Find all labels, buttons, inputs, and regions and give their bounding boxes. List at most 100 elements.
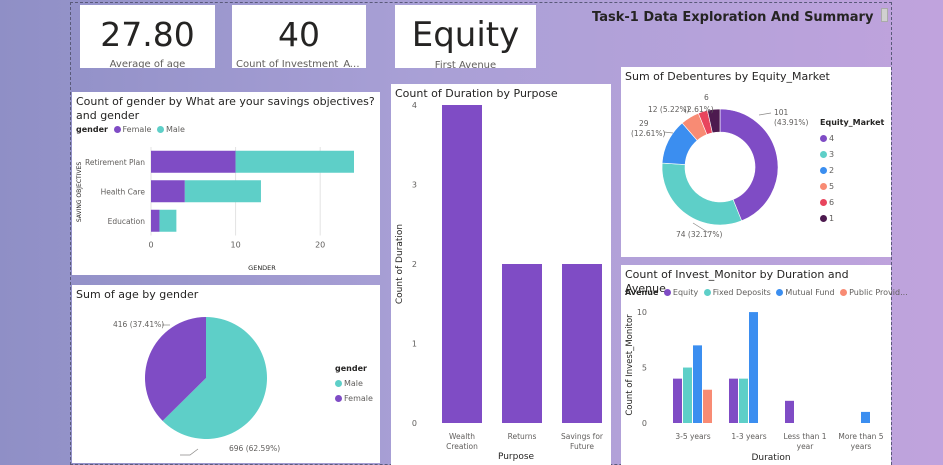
pie-slice-female xyxy=(145,317,206,421)
x-tick-label: Wealth xyxy=(449,432,475,441)
donut-chart: 101(43.91%) 74 (32.17%) 29(12.61%) 12 (5.22… xyxy=(631,93,809,239)
bar-segment-male xyxy=(159,209,177,232)
y-category-label: Retirement Plan xyxy=(85,158,145,167)
legend: Equity_Market 4 3 2 5 6 1 xyxy=(820,115,884,227)
legend-label: 5 xyxy=(829,182,835,191)
legend-item: 1 xyxy=(820,211,884,227)
data-label: (43.91%) xyxy=(774,118,809,127)
panel-duration-by-purpose[interactable]: Count of Duration by Purpose 0 1 2 3 4 Wealth… xyxy=(391,84,611,465)
legend-label: 4 xyxy=(829,134,835,143)
y-tick-label: 2 xyxy=(412,260,417,269)
bar-equity xyxy=(673,378,682,423)
bar-equity xyxy=(729,378,738,423)
leader-line xyxy=(758,112,772,116)
y-category-label: Health Care xyxy=(101,187,146,196)
legend-title: gender xyxy=(335,364,367,373)
x-tick-label: Creation xyxy=(446,442,478,451)
y-axis-title: Count of Invest_Monitor xyxy=(625,314,635,416)
panel-gender-by-savings[interactable]: Count of gender by What are your savings… xyxy=(72,92,380,275)
y-axis-title: Count of Duration xyxy=(395,224,405,304)
report-title: Task-1 Data Exploration And Summary xyxy=(592,10,874,25)
x-tick-label: 0 xyxy=(148,241,153,250)
legend: gender Female Male xyxy=(76,125,185,134)
legend-title: Equity_Market xyxy=(820,118,885,127)
bar-segment-male xyxy=(184,180,261,203)
data-label: 12 (5.22%) xyxy=(648,105,690,114)
legend-label-male: Male xyxy=(165,125,185,134)
legend-swatch xyxy=(335,395,342,402)
panel-title: Count of Duration by Purpose xyxy=(395,87,558,100)
x-tick-label: Savings for xyxy=(561,432,604,441)
y-tick-label: 0 xyxy=(642,419,647,428)
y-axis-title: SAVING OBJECTIVES xyxy=(76,162,83,222)
data-label: 101 xyxy=(774,108,789,117)
bar-mutual-fund xyxy=(861,411,870,423)
y-tick-label: 4 xyxy=(412,101,417,110)
donut-slice-3 xyxy=(661,162,743,226)
y-tick-label: 0 xyxy=(412,419,417,428)
kpi-label: First Avenue xyxy=(434,60,497,68)
scrollbar-thumb[interactable] xyxy=(881,8,888,22)
legend-swatch xyxy=(820,199,827,206)
legend-swatch-male xyxy=(156,126,164,133)
x-tick-label: 10 xyxy=(230,241,240,250)
y-tick-label: 1 xyxy=(412,340,417,349)
x-tick-label: years xyxy=(851,442,872,451)
legend-item: 5 xyxy=(820,179,884,195)
legend-swatch xyxy=(776,289,784,296)
donut-slice-1 xyxy=(707,108,721,134)
panel-invest-monitor[interactable]: Count of Invest_Monitor by Duration and … xyxy=(621,265,908,465)
legend-item: 3 xyxy=(820,147,884,163)
legend-label: Fixed Deposits xyxy=(712,288,771,297)
x-axis-title: Duration xyxy=(751,453,790,463)
pie-slice-male xyxy=(162,317,268,439)
legend-swatch xyxy=(663,289,671,296)
bar-fixed-deposits xyxy=(739,378,748,423)
pie-chart: 696 (62.59%) 416 (37.41%) xyxy=(113,317,280,456)
legend-item-female: Female xyxy=(335,391,373,406)
legend-label: 1 xyxy=(829,214,835,223)
x-tick-label: 3-5 years xyxy=(675,432,710,441)
legend-label: Mutual Fund xyxy=(785,288,835,297)
bar-public-provid- xyxy=(703,389,712,423)
kpi-value: 40 xyxy=(278,15,320,54)
kpi-card-first-avenue[interactable]: Equity First Avenue xyxy=(395,5,536,68)
legend-item-male: Male xyxy=(335,376,373,391)
legend: Avenue Equity Fixed Deposits Mutual Fund… xyxy=(625,288,908,297)
bar-mutual-fund xyxy=(749,312,758,423)
leader-line xyxy=(663,131,674,134)
x-tick-label: Less than 1 xyxy=(783,432,826,441)
panel-age-by-gender[interactable]: Sum of age by gender 696 (62.59%) 416 (37… xyxy=(72,285,380,463)
panel-title: Sum of Debentures by Equity_Market xyxy=(625,70,830,83)
bar xyxy=(562,264,602,423)
data-label: 29 xyxy=(639,119,649,128)
bar-equity xyxy=(785,400,794,423)
legend-title: Avenue xyxy=(625,288,659,297)
y-tick-label: 5 xyxy=(642,364,647,373)
kpi-card-average-age[interactable]: 27.80 Average of age xyxy=(80,5,215,68)
legend-label: 2 xyxy=(829,166,835,175)
donut-slice-4 xyxy=(719,108,779,222)
data-label: 6 xyxy=(704,93,709,102)
x-tick-label: More than 5 xyxy=(838,432,883,441)
data-label: 696 (62.59%) xyxy=(229,444,280,453)
data-label: 74 (32.17%) xyxy=(676,230,722,239)
x-axis-title: Purpose xyxy=(498,452,535,462)
data-label: 416 (37.41%) xyxy=(113,320,164,329)
panel-debentures-by-equity[interactable]: Sum of Debentures by Equity_Market 101 (4… xyxy=(621,67,891,257)
legend-item: 4 xyxy=(820,131,884,147)
legend: gender Male Female xyxy=(335,361,373,406)
panel-title: Sum of age by gender xyxy=(76,288,199,301)
bar-fixed-deposits xyxy=(683,367,692,423)
x-tick-label: 20 xyxy=(315,241,325,250)
legend-swatch-female xyxy=(113,126,121,133)
bar-segment-female xyxy=(151,150,236,173)
legend-swatch xyxy=(820,167,827,174)
leader-line xyxy=(180,448,199,456)
y-tick-label: 10 xyxy=(637,308,647,317)
legend-item: 6 xyxy=(820,195,884,211)
kpi-value: Equity xyxy=(411,15,520,55)
legend-swatch xyxy=(820,183,827,190)
kpi-card-count-avenues[interactable]: 40 Count of Investment_Avenues xyxy=(232,5,366,68)
